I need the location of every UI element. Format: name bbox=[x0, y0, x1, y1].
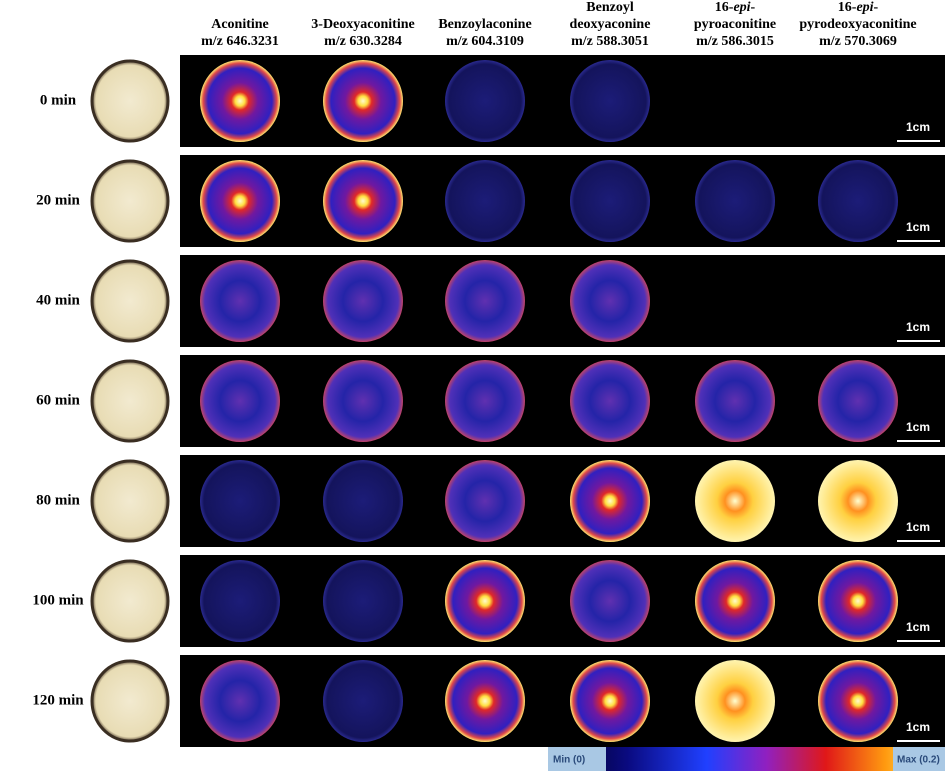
ion-image bbox=[570, 160, 650, 242]
ion-image bbox=[818, 360, 898, 442]
row-label: 60 min bbox=[36, 392, 80, 408]
column-header: 16-epi- bbox=[715, 0, 756, 15]
row-label: 40 min bbox=[36, 292, 80, 308]
row-label: 80 min bbox=[36, 492, 80, 508]
sample-photo bbox=[90, 259, 170, 343]
row-label: 0 min bbox=[40, 92, 77, 108]
ion-image bbox=[695, 660, 775, 742]
ion-image-strip bbox=[180, 655, 945, 747]
column-header: m/z 588.3051 bbox=[571, 34, 649, 49]
ion-image bbox=[818, 660, 898, 742]
header-part: epi bbox=[856, 0, 873, 15]
ion-image bbox=[323, 660, 403, 742]
sample-photo bbox=[90, 459, 170, 543]
colorbar-min-label: Min (0) bbox=[553, 755, 585, 766]
column-header: 3-Deoxyaconitine bbox=[311, 17, 414, 32]
ion-image bbox=[200, 660, 280, 742]
ion-image bbox=[445, 460, 525, 542]
scale-label: 1cm bbox=[906, 520, 930, 534]
colorbar-max-label: Max (0.2) bbox=[897, 755, 940, 766]
ion-image-strip bbox=[180, 355, 945, 447]
row-label: 100 min bbox=[32, 592, 84, 608]
column-header: Aconitine bbox=[211, 17, 269, 32]
ion-image bbox=[695, 560, 775, 642]
ion-image bbox=[200, 60, 280, 142]
ion-image bbox=[445, 560, 525, 642]
ion-image bbox=[200, 560, 280, 642]
column-header: pyroaconitine bbox=[694, 17, 776, 32]
header-part: 16- bbox=[715, 0, 734, 15]
ion-image bbox=[570, 660, 650, 742]
sample-photo bbox=[90, 359, 170, 443]
scale-label: 1cm bbox=[906, 420, 930, 434]
ion-image bbox=[200, 260, 280, 342]
ion-image bbox=[445, 660, 525, 742]
column-header: m/z 630.3284 bbox=[324, 34, 402, 49]
ion-image bbox=[695, 460, 775, 542]
column-header: m/z 570.3069 bbox=[819, 34, 897, 49]
scale-label: 1cm bbox=[906, 620, 930, 634]
sample-photo bbox=[90, 159, 170, 243]
ion-image bbox=[200, 460, 280, 542]
ion-image bbox=[323, 160, 403, 242]
column-header: 16-epi- bbox=[838, 0, 879, 15]
header-part: - bbox=[751, 0, 756, 15]
scale-label: 1cm bbox=[906, 220, 930, 234]
ion-image bbox=[570, 60, 650, 142]
ion-image-strip bbox=[180, 155, 945, 247]
sample-photo bbox=[90, 559, 170, 643]
ion-image bbox=[695, 360, 775, 442]
header-part: epi bbox=[733, 0, 750, 15]
ion-image bbox=[570, 260, 650, 342]
ion-image-strip bbox=[180, 455, 945, 547]
sample-photo bbox=[90, 59, 170, 143]
ion-image bbox=[818, 160, 898, 242]
ion-image bbox=[323, 460, 403, 542]
ion-image bbox=[445, 160, 525, 242]
colorbar-max-box bbox=[893, 747, 945, 771]
ion-image bbox=[445, 260, 525, 342]
ion-image bbox=[200, 160, 280, 242]
header-part: 16- bbox=[838, 0, 857, 15]
scale-label: 1cm bbox=[906, 320, 930, 334]
ion-image-strip bbox=[180, 255, 945, 347]
ion-image bbox=[695, 160, 775, 242]
ion-image bbox=[323, 60, 403, 142]
column-header: Benzoyl bbox=[586, 0, 634, 15]
column-header: m/z 646.3231 bbox=[201, 34, 279, 49]
ion-image bbox=[323, 260, 403, 342]
ion-image bbox=[323, 560, 403, 642]
ion-image bbox=[570, 460, 650, 542]
ion-image bbox=[818, 560, 898, 642]
ion-image bbox=[200, 360, 280, 442]
column-header: pyrodeoxyaconitine bbox=[799, 17, 916, 32]
ion-image bbox=[818, 460, 898, 542]
column-header: m/z 586.3015 bbox=[696, 34, 774, 49]
row-label: 120 min bbox=[32, 692, 84, 708]
ion-image bbox=[323, 360, 403, 442]
scale-label: 1cm bbox=[906, 720, 930, 734]
column-header: Benzoylaconine bbox=[438, 17, 531, 32]
column-header: deoxyaconine bbox=[570, 17, 651, 32]
ion-image bbox=[570, 560, 650, 642]
ion-image bbox=[445, 60, 525, 142]
sample-photo bbox=[90, 659, 170, 743]
column-header: m/z 604.3109 bbox=[446, 34, 524, 49]
header-part: - bbox=[874, 0, 879, 15]
ion-image-strip bbox=[180, 55, 945, 147]
colorbar-min-box bbox=[548, 747, 606, 771]
row-label: 20 min bbox=[36, 192, 80, 208]
ion-image bbox=[570, 360, 650, 442]
ion-image bbox=[445, 360, 525, 442]
colorbar bbox=[548, 747, 945, 771]
ion-image-strip bbox=[180, 555, 945, 647]
scale-label: 1cm bbox=[906, 120, 930, 134]
